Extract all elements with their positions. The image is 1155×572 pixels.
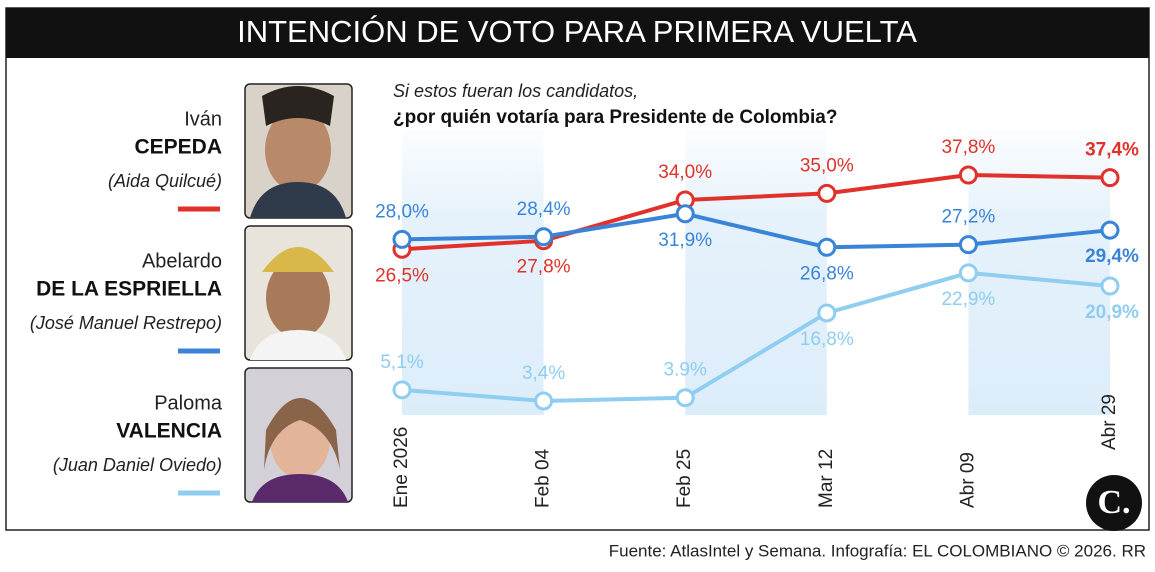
data-point <box>817 237 837 257</box>
data-label: 37,8% <box>941 137 995 158</box>
bands <box>402 130 1110 415</box>
data-label: 37,4% <box>1085 140 1139 161</box>
data-point <box>534 391 554 411</box>
data-point <box>675 388 695 408</box>
data-point <box>1100 276 1120 296</box>
legend-label: DE LA ESPRIELLA <box>36 278 222 301</box>
band <box>685 130 827 415</box>
photo <box>244 367 353 503</box>
data-label: 26,5% <box>375 265 429 286</box>
running-mate: (José Manuel Restrepo) <box>30 313 222 333</box>
candidate-first-name: Iván <box>184 108 222 130</box>
candidate-first-name: Abelardo <box>142 250 222 272</box>
photos <box>244 83 353 503</box>
chart-title: INTENCIÓN DE VOTO PARA PRIMERA VUELTA <box>237 14 917 49</box>
logo-text: C. <box>1097 484 1130 521</box>
question: ¿por quién votaría para Presidente de Co… <box>393 107 837 128</box>
data-point <box>1100 220 1120 240</box>
data-point <box>958 263 978 283</box>
data-point <box>958 165 978 185</box>
x-tick-label: Abr 29 <box>1099 394 1120 450</box>
data-label: 29,4% <box>1085 246 1139 267</box>
data-point <box>392 380 412 400</box>
band <box>402 130 544 415</box>
data-point <box>958 235 978 255</box>
data-label: 22,9% <box>941 289 995 310</box>
data-point <box>534 227 554 247</box>
x-tick-label: Mar 12 <box>816 449 837 508</box>
x-tick-label: Abr 09 <box>957 452 978 508</box>
subtitle: Si estos fueran los candidatos, <box>393 81 638 101</box>
source: Fuente: AtlasIntel y Semana. Infografía:… <box>609 541 1146 560</box>
data-label: 27,2% <box>941 207 995 228</box>
logo: C. <box>1086 475 1142 531</box>
data-label: 16,8% <box>800 329 854 350</box>
running-mate: (Juan Daniel Oviedo) <box>53 455 222 475</box>
data-point <box>817 303 837 323</box>
legend-label: VALENCIA <box>116 420 222 443</box>
frame <box>5 7 1150 531</box>
series-line <box>401 211 1111 250</box>
data-label: 28,0% <box>375 201 429 222</box>
band <box>968 130 1110 415</box>
data-point <box>1100 168 1120 188</box>
data-label: 3.9% <box>664 360 707 381</box>
data-label: 5,1% <box>380 352 423 373</box>
data-label: 35,0% <box>800 155 854 176</box>
title-bar <box>6 8 1149 58</box>
legend-label: CEPEDA <box>134 136 222 159</box>
candidate-first-name: Paloma <box>154 392 223 414</box>
data-label: 34,0% <box>658 162 712 183</box>
running-mate: (Aida Quilcué) <box>108 171 222 191</box>
x-tick-label: Ene 2026 <box>391 427 412 508</box>
data-point <box>675 204 695 224</box>
photo <box>244 225 353 361</box>
series-line <box>401 172 1111 252</box>
x-tick-label: Feb 04 <box>533 448 554 508</box>
data-point <box>392 229 412 249</box>
data-label: 31,9% <box>658 230 712 251</box>
data-label: 20,9% <box>1085 302 1139 323</box>
data-point <box>817 183 837 203</box>
x-tick-label: Feb 25 <box>674 449 695 508</box>
data-label: 26,8% <box>800 263 854 284</box>
data-label: 27,8% <box>517 257 571 278</box>
data-label: 3,4% <box>522 363 565 384</box>
photo <box>244 83 353 219</box>
data-label: 28,4% <box>517 199 571 220</box>
series-line <box>401 270 1111 404</box>
